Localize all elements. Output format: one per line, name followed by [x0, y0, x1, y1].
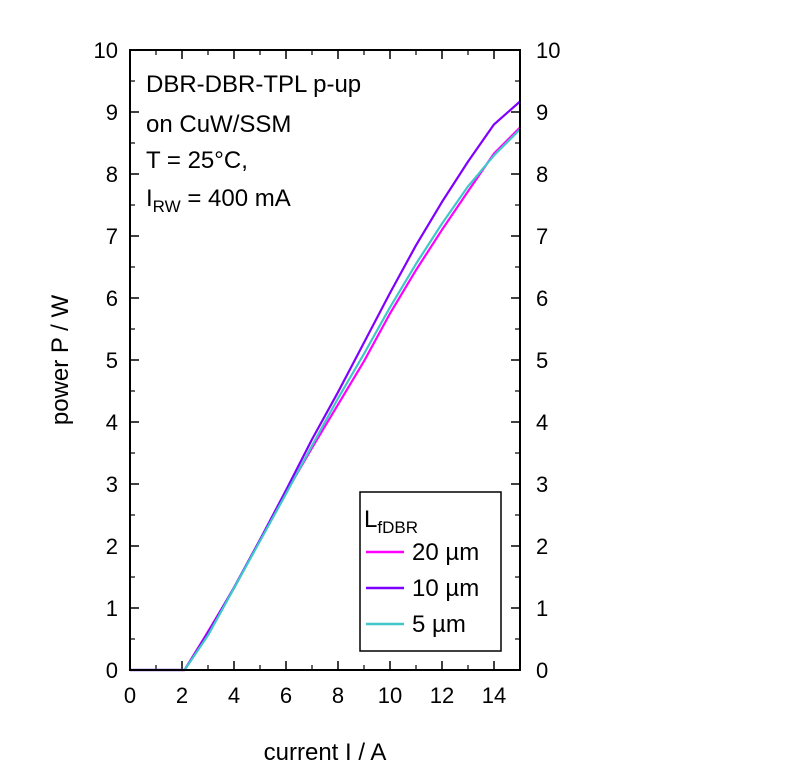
annotation-current-symbol: I: [146, 185, 153, 212]
legend-title-symbol: L: [364, 506, 377, 533]
tick-labels: 0 2 4 6 8 10 12 140 01 12 23 34 45 56 67 78 89 910 10: [94, 38, 561, 708]
y-tick-label-right: 1: [536, 596, 548, 621]
y-tick-label-right: 6: [536, 286, 548, 311]
y-tick-label-right: 2: [536, 534, 548, 559]
legend-title: LfDBR: [364, 506, 418, 537]
y-tick-label: 10: [94, 38, 118, 63]
y-tick-label-right: 4: [536, 410, 548, 435]
annotation-line-3: T = 25°C,: [146, 147, 248, 174]
x-tick-label: 2: [176, 683, 188, 708]
series-line-5m: [130, 128, 521, 672]
annotation-line-4: IRW = 400 mA: [146, 185, 291, 216]
y-tick-label: 7: [106, 224, 118, 249]
y-tick-label: 0: [106, 658, 118, 683]
annotation-current-value: = 400 mA: [181, 185, 291, 212]
y-tick-label: 8: [106, 162, 118, 187]
y-tick-label-right: 3: [536, 472, 548, 497]
y-axis-label: power P / W: [47, 295, 74, 426]
x-tick-label: 4: [228, 683, 240, 708]
y-tick-label: 2: [106, 534, 118, 559]
x-tick-label: 12: [430, 683, 454, 708]
annotation: DBR-DBR-TPL p-up on CuW/SSM T = 25°C, IR…: [146, 71, 361, 216]
legend-title-subscript: fDBR: [377, 518, 418, 537]
annotation-line-1: DBR-DBR-TPL p-up: [146, 71, 361, 98]
legend-item-label: 20 µm: [412, 539, 479, 566]
x-axis-label: current I / A: [264, 739, 387, 766]
annotation-line-2: on CuW/SSM: [146, 111, 291, 138]
legend-item-label: 5 µm: [412, 611, 466, 638]
y-tick-label: 3: [106, 472, 118, 497]
y-tick-label-right: 9: [536, 100, 548, 125]
plot-frame: [129, 49, 521, 671]
y-tick-label: 9: [106, 100, 118, 125]
y-tick-label-right: 8: [536, 162, 548, 187]
y-tick-label-right: 5: [536, 348, 548, 373]
y-tick-label-right: 7: [536, 224, 548, 249]
series-lines: [130, 100, 521, 672]
x-tick-label: 6: [280, 683, 292, 708]
legend: LfDBR 20 µm 10 µm 5 µm: [359, 491, 502, 652]
y-tick-label: 4: [106, 410, 118, 435]
x-tick-label: 0: [124, 683, 136, 708]
y-tick-label: 1: [106, 596, 118, 621]
y-tick-label-right: 10: [536, 38, 560, 63]
x-tick-label: 14: [482, 683, 506, 708]
y-tick-label: 5: [106, 348, 118, 373]
annotation-current-subscript: RW: [153, 197, 181, 216]
x-tick-label: 8: [332, 683, 344, 708]
y-tick-label: 6: [106, 286, 118, 311]
y-tick-label-right: 0: [536, 658, 548, 683]
x-tick-label: 10: [378, 683, 402, 708]
legend-item-label: 10 µm: [412, 575, 479, 602]
